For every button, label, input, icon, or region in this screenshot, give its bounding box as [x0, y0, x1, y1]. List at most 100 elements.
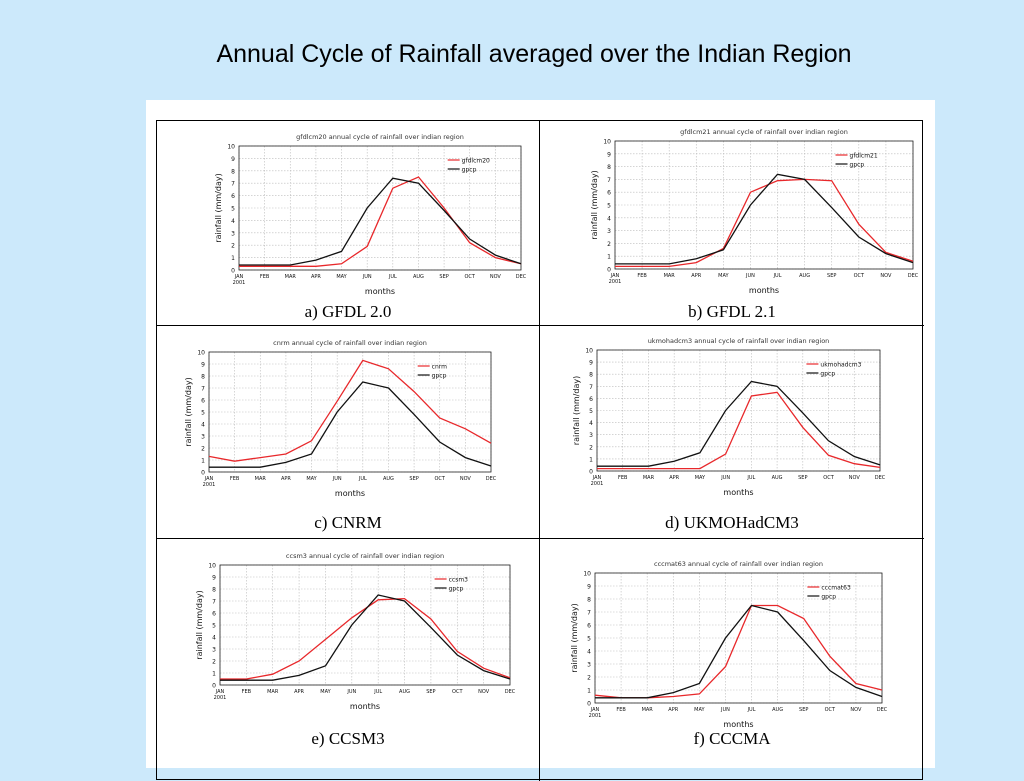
plot-frame — [238, 145, 522, 271]
y-tick-label: 7 — [201, 386, 205, 393]
y-tick-label: 9 — [607, 151, 611, 158]
x-tick-label: APR — [281, 476, 291, 482]
legend-label: gpcp — [432, 373, 447, 380]
y-tick-label: 1 — [589, 456, 593, 463]
x-tick-label: DEC — [505, 689, 516, 695]
y-tick-label: 6 — [589, 396, 593, 403]
legend-label: ccsm3 — [449, 577, 469, 584]
y-tick-label: 6 — [212, 611, 216, 618]
y-tick-label: 9 — [201, 362, 205, 369]
x-tick-label: JUL — [358, 476, 367, 482]
plot-frame — [219, 564, 511, 686]
y-tick-label: 7 — [589, 384, 593, 391]
x-tick-label: NOV — [478, 689, 490, 695]
y-tick-label: 6 — [607, 190, 611, 197]
legend-label: ukmohadcm3 — [820, 362, 861, 369]
x-tick-label: FEB — [616, 707, 626, 713]
chart-title: cnrm annual cycle of rainfall over india… — [273, 339, 427, 347]
chart-cell-2: gfdlcm21 annual cycle of rainfall over i… — [540, 121, 924, 326]
x-tick-label: APR — [669, 475, 679, 481]
y-tick-label: 4 — [607, 215, 611, 222]
chart-caption: d) UKMOHadCM3 — [665, 513, 799, 532]
x-tick-label: 2001 — [203, 482, 216, 488]
line-chart-3: cnrm annual cycle of rainfall over india… — [184, 339, 497, 498]
x-tick-label: SEP — [798, 475, 807, 481]
line-chart-1: gfdlcm20 annual cycle of rainfall over i… — [214, 133, 527, 296]
x-tick-label: JAN — [204, 476, 214, 482]
x-tick-label: MAY — [718, 273, 729, 279]
x-axis-label: months — [350, 702, 380, 711]
x-tick-label: MAR — [285, 274, 297, 280]
y-tick-label: 9 — [587, 584, 591, 591]
x-tick-label: MAY — [336, 274, 347, 280]
y-tick-label: 8 — [587, 597, 591, 604]
x-tick-label: JAN — [215, 689, 225, 695]
y-tick-label: 4 — [231, 218, 235, 225]
x-tick-label: JUL — [373, 689, 382, 695]
x-tick-label: MAR — [643, 475, 655, 481]
y-tick-label: 0 — [231, 268, 235, 275]
x-tick-label: DEC — [908, 273, 919, 279]
x-tick-label: APR — [294, 689, 304, 695]
y-tick-label: 9 — [231, 156, 235, 163]
y-tick-label: 4 — [201, 422, 205, 429]
x-tick-label: OCT — [434, 476, 445, 482]
series-line-gpcp — [239, 177, 522, 266]
plot-frame — [596, 349, 881, 472]
x-tick-label: AUG — [383, 476, 394, 482]
series-line-gpcp — [595, 604, 883, 699]
slide-title: Annual Cycle of Rainfall averaged over t… — [216, 40, 852, 68]
x-tick-label: 2001 — [591, 481, 604, 487]
chart-cell-6: cccmat63 annual cycle of rainfall over i… — [540, 539, 924, 781]
x-tick-label: FEB — [260, 274, 270, 280]
y-tick-label: 5 — [607, 203, 611, 210]
y-axis-label: rainfall (mm/day) — [195, 590, 204, 659]
chart-title: gfdlcm21 annual cycle of rainfall over i… — [680, 128, 848, 136]
y-tick-label: 2 — [212, 659, 216, 666]
legend-label: cccmat63 — [821, 585, 851, 592]
y-tick-label: 9 — [212, 575, 216, 582]
y-tick-label: 4 — [212, 635, 216, 642]
x-tick-label: MAR — [267, 689, 279, 695]
x-tick-label: MAR — [642, 707, 654, 713]
y-axis-label: rainfall (mm/day) — [570, 603, 579, 672]
y-tick-label: 3 — [607, 228, 611, 235]
y-axis-label: rainfall (mm/day) — [214, 173, 223, 242]
x-axis-label: months — [335, 489, 365, 498]
x-tick-label: AUG — [772, 475, 783, 481]
y-tick-label: 3 — [201, 434, 205, 441]
x-tick-label: NOV — [850, 707, 862, 713]
x-tick-label: JAN — [610, 273, 620, 279]
chart-title: ccsm3 annual cycle of rainfall over indi… — [286, 552, 444, 560]
legend-label: gpcp — [821, 594, 836, 601]
legend-label: gpcp — [462, 167, 477, 174]
y-tick-label: 2 — [587, 675, 591, 682]
x-tick-label: JAN — [590, 707, 600, 713]
x-tick-label: MAY — [306, 476, 317, 482]
series-line-gpcp — [220, 594, 511, 681]
y-tick-label: 3 — [231, 230, 235, 237]
chart-cell-1: gfdlcm20 annual cycle of rainfall over i… — [157, 121, 540, 326]
x-tick-label: FEB — [230, 476, 240, 482]
y-tick-label: 7 — [212, 599, 216, 606]
y-tick-label: 5 — [212, 623, 216, 630]
y-tick-label: 3 — [587, 662, 591, 669]
x-tick-label: MAY — [694, 707, 705, 713]
x-tick-label: NOV — [460, 476, 472, 482]
x-tick-label: JUL — [746, 475, 755, 481]
y-tick-label: 10 — [227, 144, 235, 151]
legend-label: gpcp — [850, 162, 865, 169]
x-tick-label: OCT — [825, 707, 836, 713]
x-tick-label: SEP — [439, 274, 448, 280]
x-tick-label: SEP — [426, 689, 435, 695]
legend-label: cnrm — [432, 364, 447, 371]
x-tick-label: JUN — [362, 274, 372, 280]
x-tick-label: 2001 — [589, 713, 602, 719]
plot-frame — [594, 572, 883, 704]
x-tick-label: JUL — [773, 273, 782, 279]
y-tick-label: 6 — [231, 193, 235, 200]
chart-caption: e) CCSM3 — [311, 729, 385, 748]
y-tick-label: 10 — [583, 571, 591, 578]
x-tick-label: JAN — [592, 475, 602, 481]
x-tick-label: APR — [691, 273, 701, 279]
